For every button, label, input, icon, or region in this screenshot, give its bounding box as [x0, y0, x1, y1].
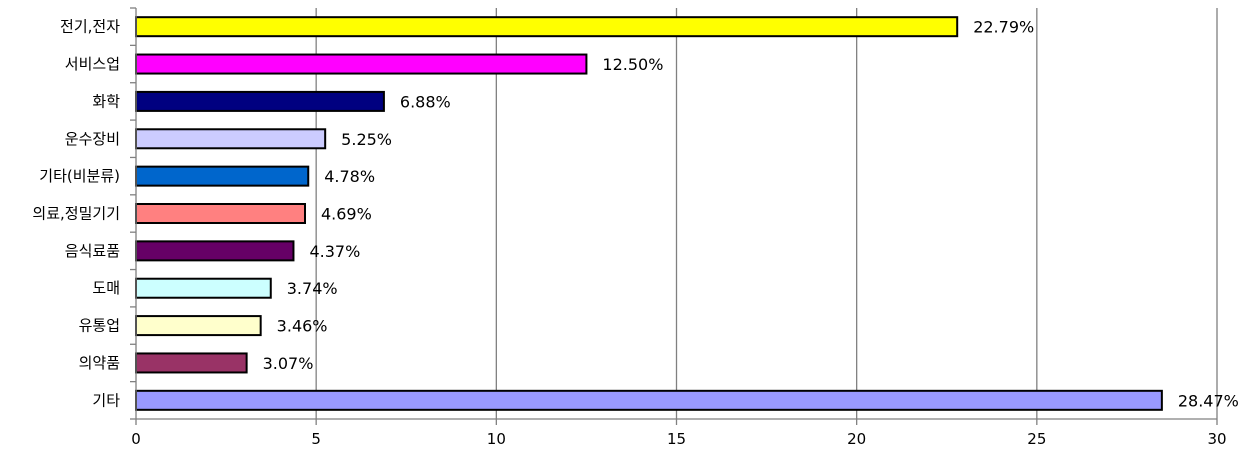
data-label: 6.88%: [400, 92, 451, 111]
data-label: 4.78%: [324, 167, 375, 186]
category-label: 운수장비: [65, 130, 120, 148]
bar: [135, 389, 1163, 411]
bar: [135, 240, 295, 262]
bar: [135, 352, 248, 374]
x-tick-label: 0: [131, 430, 141, 448]
x-tick-label: 10: [487, 430, 506, 448]
bar: [135, 203, 306, 224]
category-label: 음식료품: [65, 242, 120, 260]
x-tick-label: 15: [667, 430, 686, 448]
bar: [135, 165, 310, 187]
category-label: 의료,정밀기기: [32, 205, 120, 223]
bars: [135, 16, 1163, 411]
x-tick-label: 30: [1207, 430, 1226, 448]
category-label: 의약품: [79, 354, 120, 372]
x-tick-label: 5: [311, 430, 321, 448]
category-label: 화학: [92, 92, 120, 110]
category-label: 기타(비분류): [39, 167, 120, 185]
category-label: 도매: [92, 279, 120, 297]
axes: [130, 7, 1218, 425]
category-label: 서비스업: [65, 55, 120, 73]
data-label: 28.47%: [1178, 391, 1239, 410]
gridlines: [315, 8, 1218, 419]
bar: [135, 128, 327, 150]
labels: 0 5 10 15 20 25 30 전기,전자 22.79% 서비스업 12.50% 화학 6.88%…: [32, 18, 1238, 448]
data-label: 5.25%: [341, 130, 392, 149]
bar: [135, 277, 272, 299]
x-tick-label: 25: [1027, 430, 1046, 448]
x-tick-label: 20: [847, 430, 866, 448]
data-label: 3.74%: [287, 279, 338, 298]
category-label: 전기,전자: [60, 18, 120, 36]
data-label: 4.69%: [321, 205, 372, 224]
data-label: 22.79%: [973, 18, 1034, 37]
data-label: 12.50%: [602, 55, 663, 74]
data-label: 3.46%: [277, 317, 328, 336]
bar: [135, 315, 262, 337]
bar: [135, 53, 588, 75]
data-label: 3.07%: [263, 354, 314, 373]
data-label: 4.37%: [309, 242, 360, 261]
category-label: 기타: [92, 391, 120, 409]
bar: [135, 16, 959, 38]
category-label: 유통업: [79, 317, 120, 335]
bar: [135, 90, 385, 112]
